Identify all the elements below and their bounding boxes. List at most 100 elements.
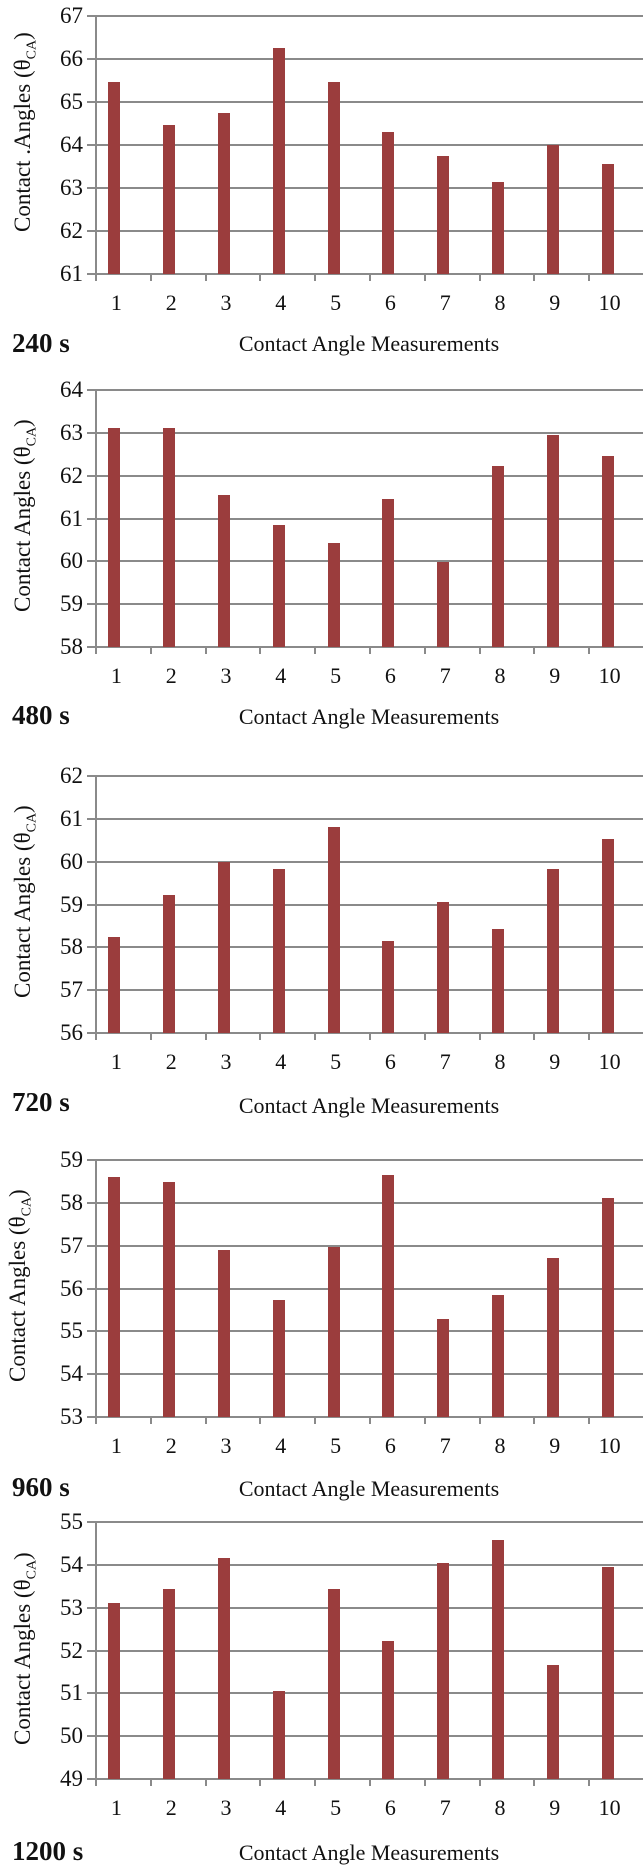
gridline [87, 1563, 643, 1566]
y-tick-label: 57 [60, 977, 83, 1003]
y-tick-label: 54 [60, 1361, 83, 1387]
y-tick-label: 58 [60, 634, 83, 659]
x-tick-mark [204, 647, 207, 654]
gridline [87, 517, 643, 520]
bar [163, 1589, 176, 1779]
x-tick-mark [314, 1779, 317, 1786]
bar [382, 499, 395, 647]
x-axis-title: Contact Angle Measurements [238, 1093, 500, 1118]
x-tick-mark [478, 1779, 481, 1786]
x-tick-label: 9 [549, 1049, 561, 1074]
y-tick-label: 53 [60, 1404, 83, 1429]
x-tick-label: 1 [110, 1433, 122, 1458]
bar [546, 435, 559, 647]
x-tick-label: 8 [494, 1433, 506, 1458]
bar [272, 1300, 285, 1417]
gridline [87, 1032, 643, 1034]
x-tick-mark [149, 274, 152, 281]
bar [327, 1246, 340, 1417]
x-tick-mark [478, 647, 481, 654]
gridline [87, 817, 643, 820]
x-tick-label: 4 [275, 1049, 287, 1074]
x-tick-label: 9 [549, 1433, 561, 1458]
bar [108, 427, 121, 647]
bar [163, 1182, 176, 1417]
x-tick-label: 5 [330, 663, 342, 688]
chart-panel-960s: Contact Angles (θCA) 53 54 55 56 57 58 59 1 2 3 4 5… [5, 1148, 643, 1502]
gridline [87, 903, 643, 906]
x-tick-mark [149, 1417, 152, 1424]
bar [437, 1318, 450, 1417]
y-tick-label: 62 [60, 218, 83, 243]
plot-area: 53 54 55 56 57 58 59 1 2 3 4 5 6 7 8 9 10 [60, 1148, 643, 1458]
x-tick-mark [588, 647, 591, 654]
y-tick-label: 59 [60, 1147, 83, 1172]
bar [108, 937, 121, 1033]
y-tick-label: 62 [60, 763, 83, 788]
plot-area: 56 57 58 59 60 61 62 1 2 3 4 5 6 7 8 9 10 [60, 764, 643, 1074]
x-tick-label: 4 [275, 290, 287, 315]
y-tick-label: 55 [60, 1318, 83, 1344]
x-tick-mark [95, 274, 97, 281]
y-tick-label: 61 [60, 805, 83, 831]
bar [218, 1557, 230, 1779]
x-tick-mark [588, 1779, 591, 1786]
y-tick-label: 51 [60, 1680, 83, 1706]
x-tick-mark [259, 1779, 262, 1786]
y-tick-label: 60 [60, 548, 83, 574]
x-axis-title: Contact Angle Measurements [238, 1476, 500, 1501]
y-tick-label: 59 [60, 591, 83, 617]
gridline [87, 230, 643, 232]
x-tick-label: 2 [165, 1049, 177, 1074]
bar [492, 181, 504, 274]
x-tick-label: 8 [494, 1049, 506, 1074]
bar [437, 1562, 450, 1779]
gridline [87, 15, 643, 17]
gridline [87, 1735, 643, 1738]
bar [163, 894, 176, 1033]
y-tick-label: 52 [60, 1637, 83, 1663]
x-tick-mark [95, 1779, 97, 1786]
x-tick-label: 1 [110, 290, 122, 315]
x-tick-label: 7 [439, 1049, 451, 1074]
gridline [87, 1692, 643, 1695]
x-tick-mark [588, 1033, 591, 1040]
x-tick-label: 5 [330, 290, 342, 315]
x-tick-mark [149, 647, 152, 654]
chart-panel-720s: Contact Angles (θCA) 56 57 58 59 60 61 62 1 2 3 4 5… [10, 764, 643, 1118]
time-label: 1200 s [12, 1836, 84, 1866]
y-tick-label: 64 [60, 132, 83, 157]
x-tick-label: 9 [549, 663, 561, 688]
plot-area: 61 62 63 64 65 66 67 1 2 3 4 5 6 7 8 9 10 [60, 4, 643, 315]
bar [546, 1664, 559, 1779]
bar [163, 124, 176, 274]
x-tick-label: 5 [330, 1433, 342, 1458]
x-tick-label: 4 [275, 1433, 287, 1458]
gridline [87, 775, 643, 777]
plot-area: 58 59 60 61 62 63 64 1 2 3 4 5 6 7 8 9 10 [60, 378, 643, 688]
gridline [87, 860, 643, 863]
bar [601, 164, 614, 274]
x-tick-label: 2 [165, 1433, 177, 1458]
x-tick-label: 7 [439, 663, 451, 688]
x-tick-mark [259, 647, 262, 654]
gridline [87, 560, 643, 563]
x-tick-label: 7 [439, 1795, 451, 1820]
bar [108, 1602, 121, 1779]
y-tick-label: 54 [60, 1551, 83, 1577]
x-tick-label: 3 [220, 663, 232, 688]
x-tick-label: 5 [330, 1049, 342, 1074]
x-tick-mark [314, 1417, 317, 1424]
y-tick-label: 49 [60, 1766, 83, 1791]
bar [492, 1294, 504, 1417]
x-tick-label: 7 [439, 1433, 451, 1458]
time-label: 480 s [12, 700, 70, 730]
x-tick-mark [533, 274, 536, 281]
x-tick-label: 6 [384, 1795, 396, 1820]
bar [492, 929, 504, 1033]
gridline [87, 1521, 643, 1523]
x-tick-label: 9 [549, 290, 561, 315]
x-tick-mark [204, 274, 207, 281]
bar [327, 1588, 340, 1779]
